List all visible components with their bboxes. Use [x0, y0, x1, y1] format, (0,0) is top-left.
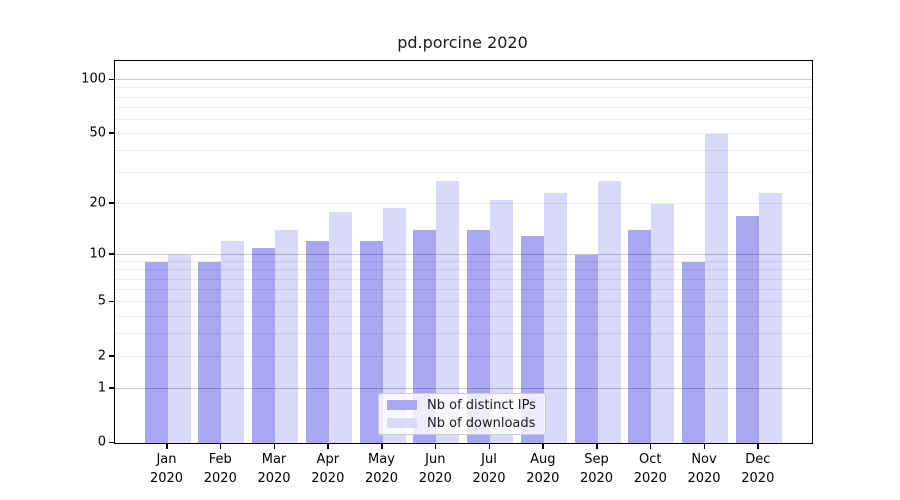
bar-distinct-ips-jul	[467, 230, 490, 443]
gridline-minor	[115, 315, 812, 317]
gridline-minor	[115, 202, 812, 204]
x-tick-mark	[381, 443, 383, 449]
gridline-minor	[115, 172, 812, 174]
y-tick-label: 1	[97, 380, 106, 395]
legend-label-downloads: Nb of downloads	[427, 415, 536, 431]
bar-downloads-sep	[597, 181, 621, 443]
bar-distinct-ips-jan	[144, 262, 168, 443]
bar-distinct-ips-mar	[252, 247, 275, 443]
x-tick-label-jan: Jan 2020	[149, 452, 184, 486]
gridline-minor	[115, 301, 812, 303]
gridline-minor	[115, 118, 812, 120]
gridline-minor	[115, 87, 812, 89]
bar-downloads-apr	[328, 211, 352, 443]
legend-item-downloads: Nb of downloads	[387, 416, 537, 431]
x-tick-label-dec: Dec 2020	[741, 452, 775, 486]
gridline-minor	[115, 150, 812, 152]
x-tick-label-sep: Sep 2020	[579, 452, 614, 486]
gridline-major	[115, 253, 812, 255]
x-tick-label-mar: Mar 2020	[257, 452, 291, 486]
x-tick-label-apr: Apr 2020	[311, 452, 345, 486]
legend-swatch-downloads	[387, 418, 417, 428]
y-tick-label: 0	[97, 434, 106, 450]
x-tick-mark	[596, 443, 598, 449]
plot-area	[114, 60, 813, 444]
bar-downloads-jan	[167, 254, 191, 443]
gridline-minor	[115, 333, 812, 334]
legend-swatch-distinct-ips	[387, 400, 417, 410]
y-tick-label: 100	[81, 71, 106, 87]
x-tick-mark	[649, 443, 652, 449]
y-tick-mark	[109, 202, 114, 204]
bars-layer	[115, 61, 812, 443]
legend-label-distinct-ips: Nb of distinct IPs	[427, 397, 536, 413]
bar-downloads-feb	[221, 241, 245, 443]
gridline-minor	[115, 96, 812, 98]
bar-downloads-may	[382, 207, 406, 443]
x-tick-mark	[219, 443, 222, 449]
x-tick-mark	[542, 443, 544, 449]
gridline-minor	[115, 269, 812, 271]
x-tick-label-jun: Jun 2020	[418, 452, 452, 486]
bar-distinct-ips-sep	[574, 254, 598, 443]
bar-downloads-aug	[543, 193, 567, 443]
grid-layer	[115, 61, 812, 443]
x-tick-mark	[273, 443, 275, 449]
gridline-minor	[115, 278, 812, 280]
bar-distinct-ips-aug	[520, 235, 544, 443]
y-tick-label: 50	[89, 125, 106, 141]
gridline-major	[115, 79, 812, 81]
bar-downloads-oct	[651, 203, 675, 443]
x-tick-mark	[757, 443, 759, 449]
x-tick-mark	[488, 443, 490, 449]
bar-downloads-jun	[436, 181, 460, 443]
bar-downloads-nov	[705, 133, 728, 443]
x-tick-label-aug: Aug 2020	[526, 452, 560, 486]
x-tick-label-feb: Feb 2020	[203, 452, 237, 486]
y-tick-label: 20	[89, 195, 106, 211]
y-tick-mark	[109, 132, 114, 134]
y-tick-label: 10	[89, 246, 106, 261]
y-tick-mark	[109, 387, 114, 389]
y-tick-label: 5	[97, 293, 106, 309]
x-tick-mark	[434, 443, 437, 449]
y-tick-mark	[109, 253, 114, 255]
x-tick-mark	[166, 443, 168, 449]
bar-distinct-ips-dec	[735, 215, 759, 443]
bar-distinct-ips-jun	[413, 230, 437, 443]
x-tick-label-nov: Nov 2020	[687, 452, 721, 486]
chart-title: pd.porcine 2020	[397, 33, 528, 52]
bar-distinct-ips-apr	[305, 241, 329, 443]
bar-distinct-ips-nov	[682, 262, 705, 443]
y-tick-mark	[109, 300, 114, 303]
gridline-minor	[115, 289, 812, 290]
gridline-minor	[115, 355, 812, 357]
x-tick-label-may: May 2020	[364, 452, 399, 486]
legend: Nb of distinct IPs Nb of downloads	[378, 393, 546, 435]
gridline-minor	[115, 106, 812, 108]
y-tick-label: 2	[97, 348, 106, 364]
gridline-minor	[115, 261, 812, 262]
x-tick-mark	[327, 443, 329, 449]
x-tick-label-oct: Oct 2020	[633, 452, 667, 486]
y-tick-mark	[109, 355, 114, 357]
bar-distinct-ips-may	[359, 241, 383, 443]
y-tick-mark	[109, 78, 114, 81]
bar-downloads-jul	[490, 200, 513, 443]
x-tick-mark	[703, 443, 705, 449]
gridline-minor	[115, 132, 812, 134]
x-tick-label-jul: Jul 2020	[472, 452, 506, 486]
bar-downloads-mar	[275, 230, 298, 443]
gridline-major	[115, 387, 812, 389]
y-tick-mark	[109, 441, 114, 443]
bar-distinct-ips-oct	[628, 230, 652, 443]
bar-distinct-ips-feb	[198, 262, 222, 443]
legend-item-distinct-ips: Nb of distinct IPs	[387, 398, 537, 413]
bar-downloads-dec	[758, 193, 782, 443]
